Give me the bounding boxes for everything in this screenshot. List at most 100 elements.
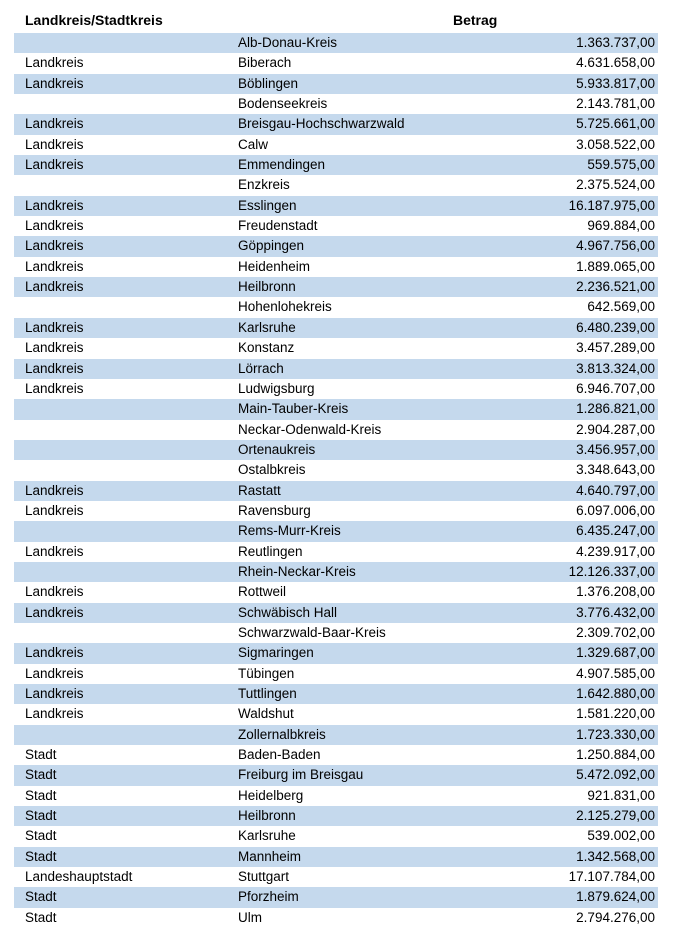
- row-type: Landkreis: [25, 482, 84, 498]
- row-name: Freiburg im Breisgau: [238, 767, 364, 783]
- table-row: Landkreis Biberach 4.631.658,00: [14, 53, 658, 74]
- row-name: Neckar-Odenwald-Kreis: [238, 421, 382, 437]
- table-row: Landkreis Heidenheim 1.889.065,00: [14, 256, 658, 278]
- row-name: Hohenlohekreis: [238, 299, 332, 315]
- row-amount: 6.097.006,00: [576, 502, 655, 518]
- row-name: Waldshut: [238, 706, 294, 722]
- table-row: Stadt Ulm 2.794.276,00: [14, 907, 658, 929]
- table-row: Main-Tauber-Kreis 1.286.821,00: [14, 399, 658, 420]
- row-type: Stadt: [25, 808, 57, 824]
- row-name: Sigmaringen: [238, 645, 314, 661]
- row-name: Bodenseekreis: [238, 96, 328, 112]
- row-amount: 2.904.287,00: [576, 421, 655, 437]
- table-row: Stadt Pforzheim 1.879.624,00: [14, 887, 658, 908]
- table-row: Landkreis Karlsruhe 6.480.239,00: [14, 317, 658, 339]
- row-type: Stadt: [25, 747, 57, 763]
- row-amount: 17.107.784,00: [568, 869, 655, 885]
- row-name: Rhein-Neckar-Kreis: [238, 563, 356, 579]
- row-type: [14, 33, 227, 53]
- row-type: [14, 562, 227, 582]
- row-name: Göppingen: [238, 238, 305, 254]
- row-amount: 921.831,00: [587, 787, 655, 803]
- table-row: Bodenseekreis 2.143.781,00: [14, 94, 658, 115]
- table-row: Landkreis Tübingen 4.907.585,00: [14, 663, 658, 684]
- table-row: Landkreis Reutlingen 4.239.917,00: [14, 541, 658, 562]
- table-row: Rems-Murr-Kreis 6.435.247,00: [14, 521, 658, 542]
- row-name: Breisgau-Hochschwarzwald: [238, 116, 405, 132]
- row-name: Karlsruhe: [238, 319, 296, 335]
- table-row: Landkreis Schwäbisch Hall 3.776.432,00: [14, 602, 658, 623]
- row-amount: 2.143.781,00: [576, 96, 655, 112]
- row-type: Stadt: [25, 909, 57, 925]
- row-name: Karlsruhe: [238, 828, 296, 844]
- row-name: Stuttgart: [238, 869, 290, 885]
- row-amount: 3.813.324,00: [576, 360, 655, 376]
- row-type: [14, 521, 227, 541]
- table-row: Landkreis Konstanz 3.457.289,00: [14, 338, 658, 359]
- row-amount: 1.376.208,00: [576, 584, 655, 600]
- table-row: Landkreis Heilbronn 2.236.521,00: [14, 277, 658, 298]
- row-type: Landkreis: [25, 340, 84, 356]
- row-amount: 1.889.065,00: [576, 258, 655, 274]
- row-name: Heidelberg: [238, 787, 304, 803]
- row-amount: 539.002,00: [587, 828, 655, 844]
- row-type: Landkreis: [25, 380, 84, 396]
- row-type: Landeshauptstadt: [25, 869, 133, 885]
- row-type: [14, 440, 227, 460]
- row-type: Landkreis: [25, 75, 84, 91]
- row-name: Ostalbkreis: [238, 462, 306, 478]
- row-amount: 5.725.661,00: [576, 116, 655, 132]
- table-row: Ostalbkreis 3.348.643,00: [14, 460, 658, 481]
- row-type: [14, 623, 227, 643]
- row-type: [14, 460, 227, 480]
- table-row: Ortenaukreis 3.456.957,00: [14, 439, 658, 461]
- row-type: Landkreis: [25, 645, 84, 661]
- row-name: Zollernalbkreis: [238, 726, 326, 742]
- row-amount: 1.250.884,00: [576, 747, 655, 763]
- table-row: Landkreis Tuttlingen 1.642.880,00: [14, 684, 658, 705]
- row-name: Alb-Donau-Kreis: [238, 35, 338, 50]
- row-amount: 5.933.817,00: [576, 75, 655, 91]
- column-header-landkreis-stadtkreis: Landkreis/Stadtkreis: [14, 8, 227, 33]
- table-row: Landkreis Rastatt 4.640.797,00: [14, 480, 658, 501]
- row-name: Schwarzwald-Baar-Kreis: [238, 624, 386, 640]
- row-name: Rastatt: [238, 482, 281, 498]
- row-type: Landkreis: [25, 258, 84, 274]
- row-amount: 6.946.707,00: [576, 380, 655, 396]
- row-type: Landkreis: [25, 584, 84, 600]
- row-amount: 1.723.330,00: [576, 726, 655, 742]
- kreis-betrag-table: Landkreis/Stadtkreis Betrag Alb-Donau-Kr…: [14, 8, 658, 929]
- table-row: Landkreis Rottweil 1.376.208,00: [14, 582, 658, 603]
- table-header-row: Landkreis/Stadtkreis Betrag: [14, 8, 658, 33]
- row-name: Calw: [238, 136, 269, 152]
- row-name: Biberach: [238, 55, 292, 71]
- table-row: Stadt Baden-Baden 1.250.884,00: [14, 745, 658, 766]
- row-type: Landkreis: [25, 665, 84, 681]
- table-row: Neckar-Odenwald-Kreis 2.904.287,00: [14, 419, 658, 440]
- row-name: Emmendingen: [238, 157, 326, 173]
- row-name: Rems-Murr-Kreis: [238, 523, 341, 539]
- table-row: Alb-Donau-Kreis 1.363.737,00: [14, 33, 658, 54]
- row-name: Lörrach: [238, 360, 284, 376]
- row-amount: 4.239.917,00: [576, 543, 655, 559]
- table-row: Landkreis Waldshut 1.581.220,00: [14, 704, 658, 725]
- row-name: Ortenaukreis: [238, 441, 316, 457]
- row-amount: 642.569,00: [587, 299, 655, 315]
- row-amount: 1.286.821,00: [576, 401, 655, 417]
- row-amount: 3.456.957,00: [576, 441, 655, 457]
- row-amount: 969.884,00: [587, 218, 655, 234]
- row-amount: 4.631.658,00: [576, 55, 655, 71]
- row-name: Baden-Baden: [238, 747, 321, 763]
- row-type: Landkreis: [25, 543, 84, 559]
- column-header-betrag: Betrag: [442, 8, 658, 33]
- row-type: Landkreis: [25, 279, 84, 295]
- row-type: Landkreis: [25, 157, 84, 173]
- row-name: Mannheim: [238, 848, 302, 864]
- row-name: Schwäbisch Hall: [238, 604, 338, 620]
- row-name: Tuttlingen: [238, 686, 297, 701]
- table-row: Landkreis Böblingen 5.933.817,00: [14, 73, 658, 95]
- row-type: Stadt: [25, 889, 57, 905]
- row-amount: 559.575,00: [587, 157, 655, 173]
- row-amount: 3.058.522,00: [576, 136, 655, 152]
